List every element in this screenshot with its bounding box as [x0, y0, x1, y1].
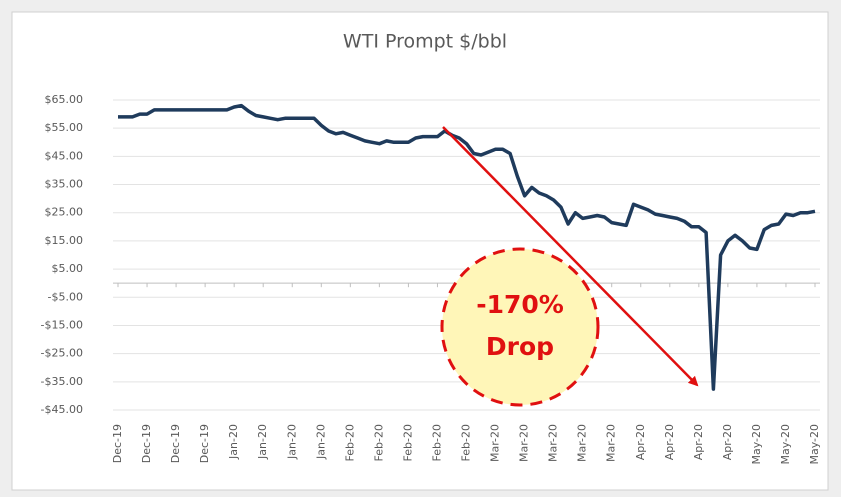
annotation: Drop	[486, 332, 554, 361]
x-tick-label: Feb-20	[430, 424, 443, 461]
y-tick-label: $25.00	[45, 206, 84, 219]
x-tick-label: Feb-20	[401, 424, 414, 461]
x-tick-label: Apr-20	[692, 424, 705, 460]
callout-circle	[440, 247, 600, 407]
y-tick-label: -$25.00	[41, 347, 83, 360]
x-tick-label: Mar-20	[576, 424, 589, 462]
x-tick-label: Jan-20	[227, 424, 240, 460]
x-tick-label: May-20	[808, 424, 821, 465]
x-tick-label: May-20	[779, 424, 792, 465]
arrow	[442, 126, 699, 387]
line-series	[118, 103, 816, 391]
x-tick-label: Feb-20	[343, 424, 356, 461]
x-tick-label: Apr-20	[634, 424, 647, 460]
annotation: -170%	[476, 290, 564, 319]
x-tick-label: Jan-20	[314, 424, 327, 460]
x-tick-label: Mar-20	[489, 424, 502, 462]
y-tick-label: -$15.00	[41, 318, 83, 331]
y-tick-label: $45.00	[45, 149, 84, 162]
x-tick-label: Feb-20	[372, 424, 385, 461]
y-tick-label: $15.00	[45, 234, 84, 247]
y-tick-label: -$5.00	[48, 290, 83, 303]
x-tick-label: Mar-20	[518, 424, 531, 462]
x-tick-label: Apr-20	[663, 424, 676, 460]
x-tick-label: Mar-20	[605, 424, 618, 462]
x-tick-label: Dec-19	[198, 424, 211, 463]
y-tick-label: $5.00	[52, 262, 84, 275]
x-tick-label: Feb-20	[460, 424, 473, 461]
x-tick-label: Apr-20	[721, 424, 734, 460]
x-tick-label: May-20	[750, 424, 763, 465]
y-tick-label: -$45.00	[41, 403, 83, 416]
y-tick-label: -$35.00	[41, 375, 83, 388]
x-tick-label: Dec-19	[140, 424, 153, 463]
x-tick-label: Jan-20	[285, 424, 298, 460]
x-tick-label: Dec-19	[111, 424, 124, 463]
chart-title: WTI Prompt $/bbl	[343, 31, 507, 53]
x-tick-label: Dec-19	[169, 424, 182, 463]
x-tick-label: Jan-20	[256, 424, 269, 460]
y-tick-label: $65.00	[45, 93, 84, 106]
y-tick-label: $55.00	[45, 121, 84, 134]
y-tick-label: $35.00	[45, 178, 84, 191]
x-tick-label: Mar-20	[547, 424, 560, 462]
